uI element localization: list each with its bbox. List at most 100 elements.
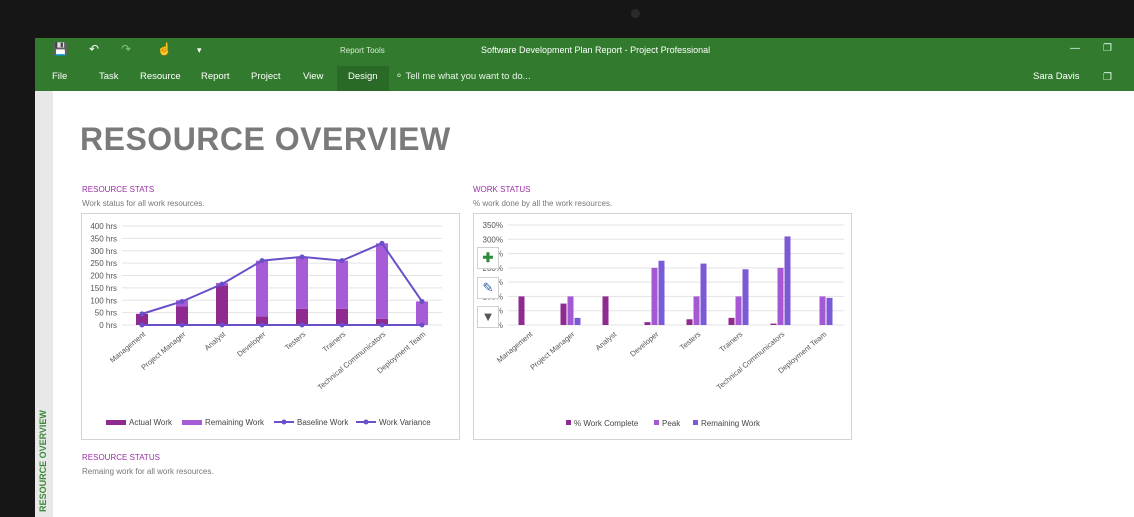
save-icon[interactable]: 💾 <box>53 42 68 56</box>
camera <box>631 9 640 18</box>
point-baseline-work <box>259 258 265 264</box>
y-tick-label: 150 hrs <box>90 284 117 293</box>
bar-remaining-work <box>742 269 749 325</box>
ribbon-tabs: File Task Resource Report Project View D… <box>35 66 1134 91</box>
view-bar-label: RESOURCE OVERVIEW <box>38 410 48 512</box>
legend-swatch <box>106 420 126 425</box>
resource-stats-title: RESOURCE STATS <box>82 185 155 194</box>
y-tick-label: 350 hrs <box>90 234 117 243</box>
legend-label: Actual Work <box>129 418 173 427</box>
tab-resource[interactable]: Resource <box>140 71 181 82</box>
x-tick-label: Testers <box>678 329 702 352</box>
bar-remaining-work <box>256 260 268 317</box>
bar-peak <box>777 267 784 325</box>
resource-stats-svg: 400 hrs 350 hrs 300 hrs 250 hrs 200 hrs 150 h… <box>90 222 442 427</box>
tell-me-box[interactable]: ⚬ Tell me what you want to do... <box>395 66 531 91</box>
y-tick-label: 300% <box>483 235 503 244</box>
x-tick-label: Technical Communicators <box>715 329 787 391</box>
y-tick-label: 100 hrs <box>90 296 117 305</box>
point-baseline-work <box>339 258 345 264</box>
touch-mode-icon[interactable]: ☝ <box>157 42 172 56</box>
page-title: RESOURCE OVERVIEW <box>80 121 451 157</box>
x-tick-label: Management <box>108 329 148 365</box>
x-tick-label: Management <box>495 329 535 365</box>
bar-work-complete <box>728 317 735 325</box>
y-tick-label: 250 hrs <box>90 259 117 268</box>
bar-actual-work <box>336 308 348 325</box>
bar-work-complete <box>686 319 693 325</box>
user-name[interactable]: Sara Davis <box>1033 71 1080 82</box>
point-work-variance <box>139 322 145 328</box>
work-status-subtitle: % work done by all the work resources. <box>473 199 613 208</box>
tab-task[interactable]: Task <box>99 71 119 82</box>
bar-work-complete <box>644 322 651 325</box>
ribbon-display-icon[interactable]: ❐ <box>1103 72 1112 83</box>
resource-stats-chart[interactable]: 400 hrs 350 hrs 300 hrs 250 hrs 200 hrs 150 h… <box>81 213 460 440</box>
legend-label: Remaining Work <box>701 419 761 428</box>
legend-marker <box>363 419 369 425</box>
x-tick-label: Technical Communicators <box>316 329 388 391</box>
tab-file[interactable]: File <box>52 71 68 82</box>
bar-actual-work <box>216 285 228 325</box>
point-work-variance <box>299 322 305 328</box>
legend-label: Peak <box>662 419 681 428</box>
x-tick-label: Analyst <box>594 329 619 352</box>
legend-label: Remaining Work <box>205 418 265 427</box>
x-tick-label: Project Manager <box>139 329 187 372</box>
bar-peak <box>651 267 658 325</box>
tab-report[interactable]: Report <box>201 71 230 82</box>
line-baseline-work <box>141 242 423 315</box>
bar-work-complete <box>518 296 525 325</box>
x-tick-label: Developer <box>235 329 267 358</box>
tab-view[interactable]: View <box>303 71 324 82</box>
redo-icon[interactable]: ↷ <box>121 42 132 56</box>
y-tick-label: 200 hrs <box>90 272 117 281</box>
point-baseline-work <box>139 311 145 317</box>
bar-remaining-work <box>700 263 707 325</box>
x-tick-label: Project Manager <box>528 329 576 372</box>
bar-remaining-work <box>784 236 791 325</box>
x-tick-label: Trainers <box>718 329 745 354</box>
tab-design[interactable]: Design <box>337 66 389 91</box>
legend-swatch <box>693 420 698 425</box>
point-work-variance <box>219 322 225 328</box>
point-baseline-work <box>379 240 385 246</box>
legend-swatch <box>182 420 202 425</box>
legend-label: Work Variance <box>379 418 431 427</box>
bar-work-complete <box>770 323 777 325</box>
minimize-icon[interactable]: — <box>1070 43 1080 54</box>
resource-stats-subtitle: Work status for all work resources. <box>82 199 205 208</box>
undo-icon[interactable]: ↶ <box>89 42 100 56</box>
point-baseline-work <box>219 281 225 287</box>
bar-remaining-work <box>336 260 348 309</box>
bar-actual-work <box>296 308 308 325</box>
y-tick-label: 400 hrs <box>90 222 117 231</box>
lightbulb-icon: ⚬ <box>395 71 403 82</box>
chart-filters-button[interactable]: ▼ <box>477 306 499 328</box>
filter-icon: ▼ <box>481 309 495 324</box>
bar-peak <box>693 296 700 325</box>
chart-elements-button[interactable]: ✚ <box>477 247 499 269</box>
restore-icon[interactable]: ❐ <box>1103 43 1112 54</box>
bar-peak <box>567 296 574 325</box>
bar-actual-work <box>176 306 188 325</box>
customize-toolbar-icon[interactable]: ▾ <box>197 45 202 55</box>
chart-styles-button[interactable]: ✎ <box>477 277 499 299</box>
point-work-variance <box>379 322 385 328</box>
point-baseline-work <box>419 298 425 304</box>
legend-label: % Work Complete <box>574 419 639 428</box>
legend-label: Baseline Work <box>297 418 349 427</box>
bar-remaining-work <box>658 260 665 325</box>
bar-peak <box>819 296 826 325</box>
y-tick-label: 50 hrs <box>95 309 117 318</box>
x-tick-label: Analyst <box>203 329 228 352</box>
y-tick-label: 300 hrs <box>90 247 117 256</box>
bar-remaining-work <box>296 256 308 309</box>
tab-project[interactable]: Project <box>251 71 281 82</box>
resource-status-subtitle: Remaing work for all work resources. <box>82 467 214 476</box>
bar-remaining-work <box>416 301 428 325</box>
x-tick-label: Trainers <box>321 329 348 354</box>
work-status-chart[interactable]: 350%300%250%200%150%100%50%0%ManagementP… <box>473 213 852 440</box>
bar-actual-work <box>376 318 388 325</box>
point-baseline-work <box>299 254 305 260</box>
